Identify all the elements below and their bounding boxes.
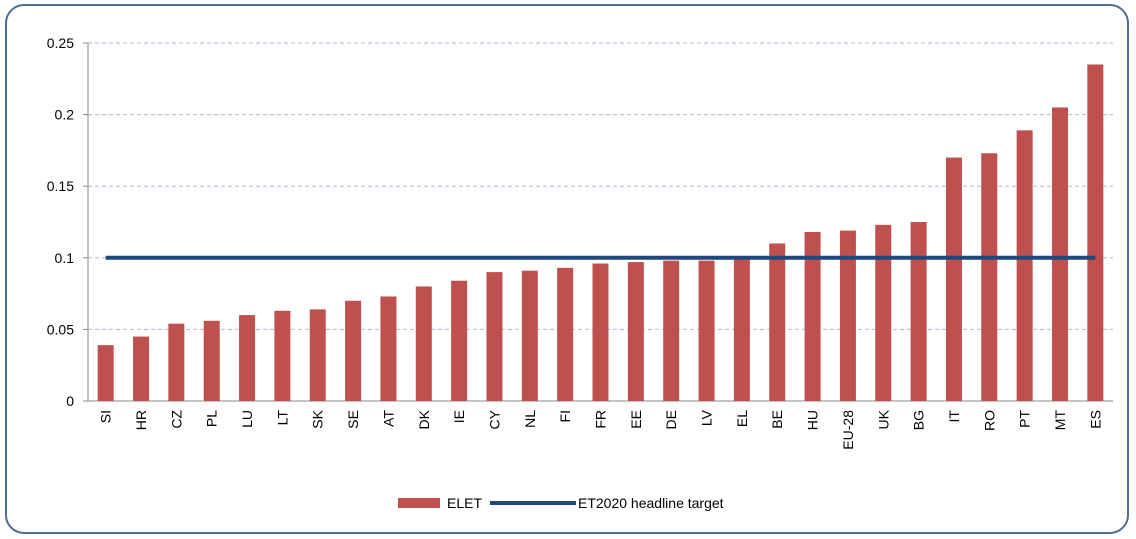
x-tick-label: EU-28 bbox=[840, 410, 856, 450]
x-tick-label: SK bbox=[310, 409, 326, 428]
x-tick-label: BE bbox=[769, 410, 785, 429]
bar bbox=[1051, 107, 1068, 401]
x-tick-label: CY bbox=[486, 409, 502, 429]
bar bbox=[663, 260, 680, 401]
bar bbox=[309, 309, 326, 401]
x-tick-label: RO bbox=[981, 410, 997, 431]
bar bbox=[97, 345, 114, 401]
x-tick-label: SE bbox=[345, 410, 361, 429]
x-tick-label: AT bbox=[380, 410, 396, 427]
bar bbox=[1016, 130, 1033, 402]
legend-label: ET2020 headline target bbox=[578, 495, 724, 511]
bar bbox=[274, 310, 291, 401]
x-tick-label: BG bbox=[911, 410, 927, 430]
bar bbox=[557, 267, 574, 401]
bar bbox=[239, 315, 256, 401]
bar bbox=[345, 300, 362, 401]
bar bbox=[415, 286, 432, 401]
x-tick-label: PL bbox=[204, 410, 220, 427]
bar bbox=[133, 336, 150, 401]
bar bbox=[592, 263, 609, 401]
bar bbox=[769, 243, 786, 401]
x-tick-label: DK bbox=[416, 409, 432, 429]
x-tick-label: LV bbox=[699, 409, 715, 426]
bar bbox=[910, 222, 927, 401]
bar bbox=[380, 296, 397, 401]
bar bbox=[1087, 64, 1104, 401]
legend-swatch bbox=[398, 498, 440, 508]
y-tick-label: 0 bbox=[66, 393, 74, 409]
x-tick-label: MT bbox=[1052, 410, 1068, 431]
bar bbox=[451, 280, 468, 401]
bar bbox=[698, 260, 715, 401]
bar bbox=[168, 323, 185, 401]
x-tick-label: FI bbox=[557, 410, 573, 422]
bar bbox=[981, 153, 998, 401]
bar bbox=[627, 262, 644, 401]
x-tick-label: UK bbox=[875, 409, 891, 429]
bar bbox=[804, 232, 821, 401]
y-tick-label: 0.2 bbox=[55, 107, 75, 123]
x-tick-label: PT bbox=[1017, 410, 1033, 428]
x-tick-label: EL bbox=[734, 410, 750, 427]
bar bbox=[875, 224, 892, 401]
y-tick-label: 0.05 bbox=[47, 321, 74, 337]
x-tick-label: HU bbox=[805, 410, 821, 430]
x-tick-label: IT bbox=[946, 410, 962, 423]
x-tick-label: IE bbox=[451, 410, 467, 423]
x-tick-label: NL bbox=[522, 410, 538, 428]
x-tick-label: SI bbox=[98, 410, 114, 423]
bar bbox=[839, 230, 856, 401]
x-tick-label: CZ bbox=[168, 410, 184, 429]
y-tick-label: 0.1 bbox=[55, 250, 75, 266]
bar bbox=[486, 272, 503, 401]
bar bbox=[203, 320, 220, 401]
x-tick-label: ES bbox=[1087, 410, 1103, 429]
x-tick-label: FR bbox=[593, 410, 609, 429]
bar bbox=[945, 157, 962, 401]
y-tick-label: 0.15 bbox=[47, 178, 74, 194]
x-tick-label: HR bbox=[133, 410, 149, 430]
y-tick-label: 0.25 bbox=[47, 35, 74, 51]
bar bbox=[521, 270, 538, 401]
bar bbox=[733, 256, 750, 401]
x-tick-label: LU bbox=[239, 410, 255, 428]
legend-label: ELET bbox=[447, 495, 482, 511]
x-tick-label: LT bbox=[274, 410, 290, 426]
x-tick-label: EE bbox=[628, 410, 644, 429]
x-tick-label: DE bbox=[663, 410, 679, 429]
